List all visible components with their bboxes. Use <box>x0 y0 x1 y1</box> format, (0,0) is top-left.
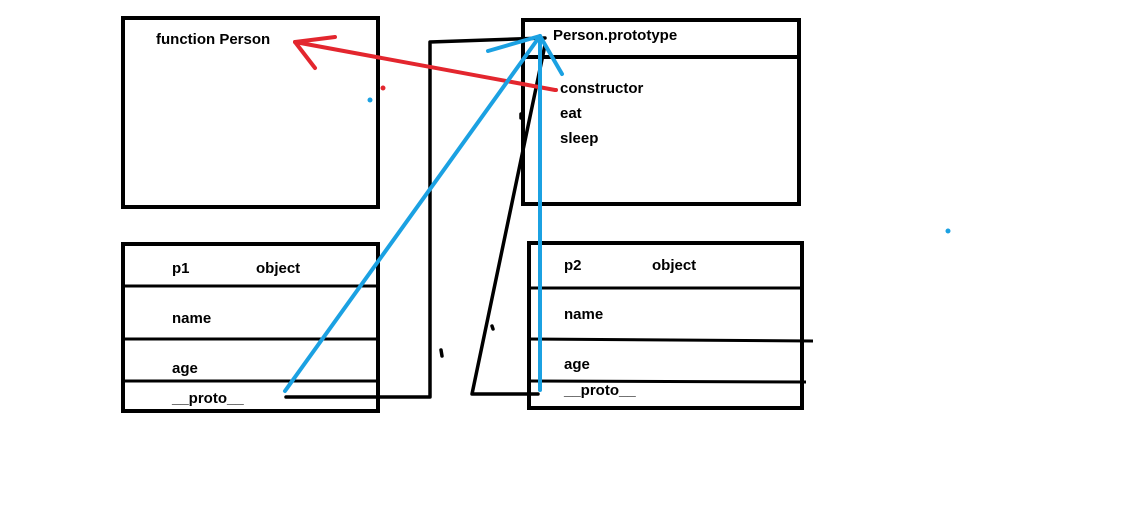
p1-name-label: p1 <box>172 260 190 277</box>
p2-field-age: age <box>564 356 590 373</box>
person-prototype-title: Person.prototype <box>553 27 677 44</box>
mark-dot-2 <box>490 324 495 331</box>
p1-field-age: age <box>172 360 198 377</box>
p2-field-name: name <box>564 306 603 323</box>
p2-field-proto: __proto__ <box>563 382 636 399</box>
p2-object-box: p2 object name age __proto__ <box>527 241 814 410</box>
p2-proto-connector <box>470 43 547 396</box>
p2-box-frame <box>527 241 804 410</box>
proto-arrow-head <box>486 34 564 76</box>
function-person-box: function Person <box>121 16 380 209</box>
prototype-member-sleep: sleep <box>560 130 598 147</box>
constructor-arrow-head <box>293 35 337 70</box>
red-dot-prototype <box>554 88 558 92</box>
function-person-title: function Person <box>156 31 270 48</box>
p1-proto-arrow-shaft <box>283 34 542 393</box>
p2-type-label: object <box>652 257 696 274</box>
p2-name-label: p2 <box>564 257 582 274</box>
mark-dot-1 <box>439 348 444 358</box>
p1-field-proto: __proto__ <box>171 390 244 407</box>
p2-divider-3 <box>528 379 807 384</box>
person-prototype-box-frame <box>521 18 801 206</box>
red-dot <box>380 85 386 91</box>
blue-dot-2 <box>945 228 951 234</box>
p1-object-box: p1 object name age __proto__ <box>121 242 380 413</box>
prototype-member-eat: eat <box>560 105 582 122</box>
constructor-arrow <box>293 35 557 92</box>
p2-divider-2 <box>528 337 814 343</box>
blue-dot-1 <box>367 97 373 103</box>
black-connectors <box>284 36 547 399</box>
p1-proto-connector <box>284 36 547 399</box>
p1-field-name: name <box>172 310 211 327</box>
person-prototype-box: Person.prototype constructor eat sleep <box>521 18 801 206</box>
proto-arrows <box>283 34 564 393</box>
p1-type-label: object <box>256 260 300 277</box>
prototype-member-constructor: constructor <box>560 80 644 97</box>
p1-box-frame <box>121 242 380 413</box>
function-person-box-frame <box>121 16 380 209</box>
constructor-arrow-shaft <box>293 40 557 92</box>
